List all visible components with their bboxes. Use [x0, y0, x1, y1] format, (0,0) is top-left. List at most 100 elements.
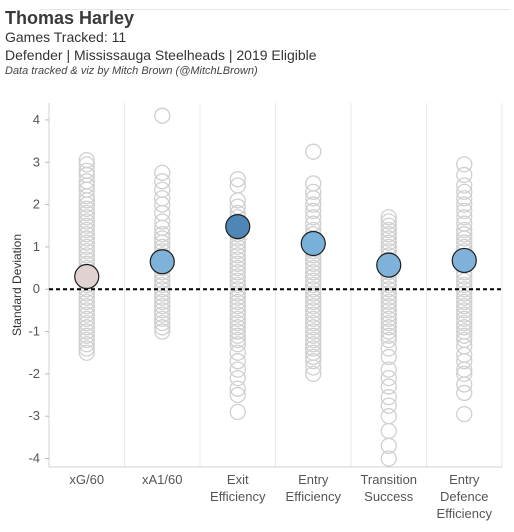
- x-tick-label: Entry: [298, 472, 329, 487]
- y-tick-label: 2: [33, 197, 40, 212]
- background-point: [154, 302, 171, 319]
- background-point: [456, 190, 473, 207]
- background-point: [456, 230, 473, 247]
- background-point: [305, 336, 322, 353]
- background-point: [456, 196, 473, 213]
- player-point: [451, 247, 477, 274]
- player-point: [376, 252, 402, 278]
- background-point: [78, 310, 95, 328]
- background-point: [380, 389, 397, 406]
- background-point: [78, 314, 95, 332]
- background-point: [154, 285, 171, 302]
- background-point: [78, 247, 95, 264]
- background-point: [456, 346, 473, 363]
- background-point: [456, 365, 473, 383]
- background-point: [229, 323, 246, 340]
- background-point: [305, 264, 322, 281]
- background-point: [305, 365, 322, 383]
- background-point: [380, 361, 397, 378]
- background-point: [229, 403, 246, 421]
- background-point: [154, 306, 171, 323]
- background-point: [78, 302, 95, 319]
- background-point: [78, 336, 95, 353]
- background-point: [78, 293, 95, 311]
- background-point: [154, 319, 171, 336]
- background-point: [456, 221, 473, 239]
- x-tick-label: Exit: [227, 472, 249, 487]
- header: Thomas Harley Games Tracked: 11 Defender…: [5, 0, 510, 78]
- background-point: [229, 369, 246, 387]
- background-point: [456, 202, 473, 220]
- background-point: [229, 285, 246, 302]
- background-point: [154, 230, 171, 247]
- background-point: [305, 183, 322, 201]
- background-point: [380, 302, 397, 319]
- y-tick-label: -4: [28, 451, 40, 466]
- x-tick-label: Transition: [360, 472, 417, 487]
- background-point: [154, 226, 171, 243]
- background-point: [305, 306, 322, 323]
- background-point: [380, 422, 397, 440]
- y-tick-label: 0: [33, 281, 40, 296]
- y-tick-label: -1: [28, 324, 40, 339]
- background-point: [380, 230, 397, 247]
- background-point: [78, 230, 95, 247]
- background-point: [229, 327, 246, 344]
- background-point: [380, 234, 397, 251]
- player-point: [149, 249, 175, 275]
- background-point: [305, 340, 322, 357]
- background-point: [456, 285, 473, 302]
- y-axis-title: Standard Deviation: [10, 234, 24, 336]
- background-point: [380, 221, 397, 239]
- background-point: [154, 323, 171, 340]
- background-point: [380, 285, 397, 302]
- background-point: [154, 190, 171, 207]
- background-point: [229, 344, 246, 361]
- background-point: [78, 204, 95, 222]
- background-point: [305, 276, 322, 294]
- background-point: [380, 348, 397, 366]
- background-point: [380, 378, 397, 395]
- background-point: [229, 264, 246, 281]
- background-point: [456, 384, 473, 402]
- background-point: [456, 376, 473, 393]
- background-point: [380, 217, 397, 234]
- background-point: [78, 344, 95, 361]
- background-point: [456, 298, 473, 315]
- background-point: [380, 397, 397, 414]
- background-point: [78, 306, 95, 323]
- y-tick-label: 1: [33, 239, 40, 254]
- background-point: [305, 327, 322, 344]
- background-point: [229, 289, 246, 306]
- x-tick-label: Defence: [440, 489, 488, 504]
- background-point: [78, 192, 95, 209]
- background-point: [380, 327, 397, 344]
- x-tick-label: Efficiency: [437, 506, 493, 521]
- background-point: [305, 348, 322, 366]
- background-points: [78, 107, 473, 467]
- background-point: [380, 323, 397, 340]
- background-point: [229, 171, 246, 188]
- player-point: [300, 230, 326, 257]
- background-point: [456, 338, 473, 355]
- background-point: [229, 319, 246, 336]
- x-tick-label: xA1/60: [142, 472, 182, 487]
- background-point: [229, 293, 246, 311]
- background-point: [78, 327, 95, 344]
- credit-line: Data tracked & viz by Mitch Brown (@Mitc…: [5, 65, 258, 77]
- background-point: [456, 177, 473, 194]
- background-point: [229, 386, 246, 404]
- background-point: [229, 310, 246, 328]
- background-point: [229, 276, 246, 294]
- background-point: [305, 196, 322, 213]
- background-point: [229, 192, 246, 209]
- player-point: [74, 263, 100, 290]
- x-tick-label: Success: [364, 489, 414, 504]
- background-point: [380, 450, 397, 467]
- x-tick-label: Entry: [449, 472, 480, 487]
- background-point: [305, 255, 322, 272]
- background-point: [456, 361, 473, 378]
- background-point: [456, 327, 473, 344]
- background-point: [229, 306, 246, 323]
